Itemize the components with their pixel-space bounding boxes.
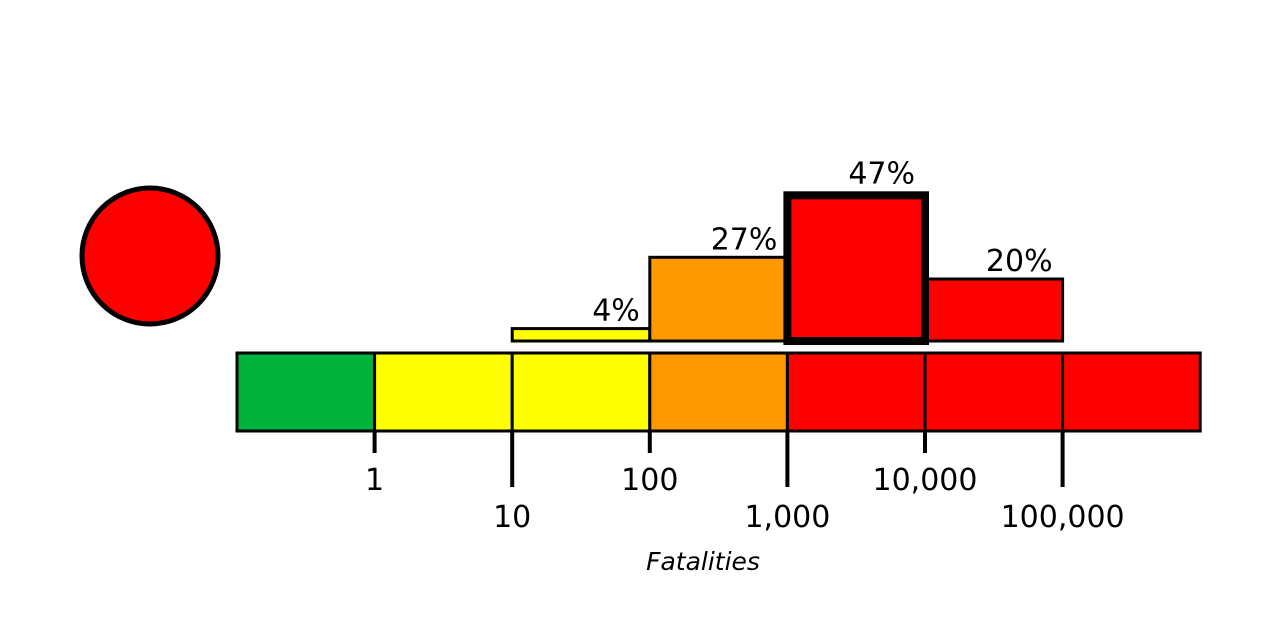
bar-percent-label: 27% <box>711 222 778 257</box>
probability-bars: 4% 27% 20% 47% <box>510 156 1065 345</box>
x-axis-label: Fatalities <box>646 547 760 576</box>
bar-percent-label: 20% <box>986 244 1053 279</box>
probability-bar <box>648 255 789 343</box>
x-tick-label: 10,000 <box>873 463 978 498</box>
x-tick-label: 1 <box>365 463 384 498</box>
scale-bin <box>373 351 514 433</box>
x-tick-label: 10 <box>493 500 531 535</box>
scale-bin <box>923 351 1065 433</box>
scale-bins <box>235 351 1202 433</box>
x-tick-label: 1,000 <box>744 500 830 535</box>
alert-level-circle <box>79 185 221 327</box>
probability-bar <box>783 191 930 345</box>
scale-bin <box>1061 351 1202 433</box>
probability-bar <box>510 327 652 343</box>
scale-bin <box>510 351 652 433</box>
bar-percent-label: 47% <box>848 156 915 191</box>
x-tick-label: 100 <box>621 463 678 498</box>
scale-bin <box>648 351 789 433</box>
scale-bin <box>785 351 927 433</box>
probability-bar <box>923 277 1065 343</box>
x-tick-label: 100,000 <box>1001 500 1125 535</box>
scale-bin <box>235 351 377 433</box>
bar-percent-label: 4% <box>592 294 640 329</box>
x-axis-ticks: 1 10 100 1,000 10,000 100,000 <box>365 431 1125 535</box>
